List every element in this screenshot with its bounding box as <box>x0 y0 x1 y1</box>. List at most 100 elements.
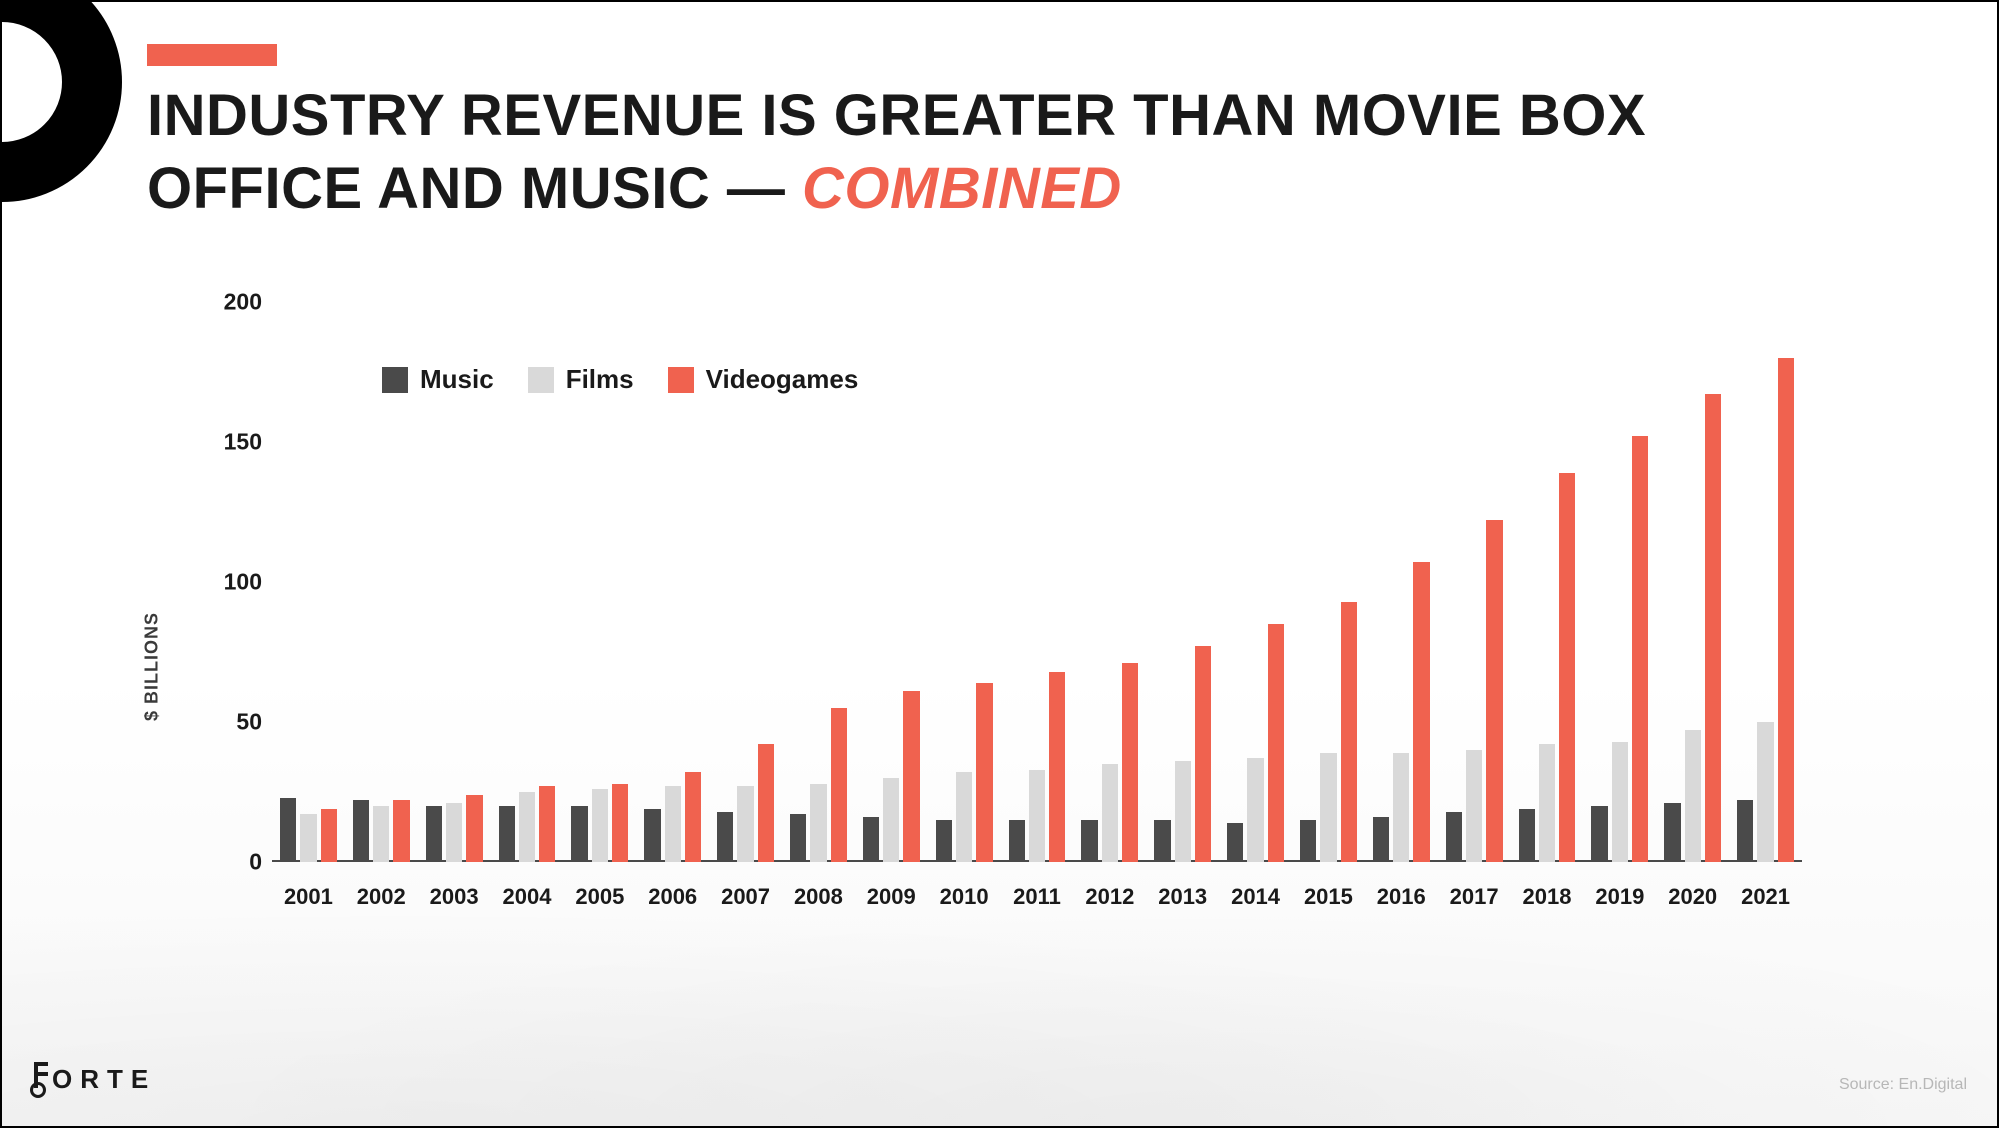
bar <box>1705 394 1721 862</box>
source-citation: Source: En.Digital <box>1839 1076 1967 1094</box>
legend-item: Films <box>528 364 634 395</box>
bar <box>1757 722 1773 862</box>
bar <box>1664 803 1680 862</box>
legend: Music Films Videogames <box>382 364 858 395</box>
bar <box>903 691 919 862</box>
x-tick-label: 2011 <box>1013 884 1061 910</box>
y-axis-label: $ BILLIONS <box>142 612 163 721</box>
title-block: INDUSTRY REVENUE IS GREATER THAN MOVIE B… <box>147 80 1917 225</box>
y-tick-label: 50 <box>202 709 262 736</box>
x-tick-label: 2009 <box>867 884 916 910</box>
x-tick-label: 2019 <box>1595 884 1644 910</box>
bar <box>883 778 899 862</box>
bar <box>373 806 389 862</box>
x-tick-label: 2021 <box>1741 884 1790 910</box>
bar <box>1778 358 1794 862</box>
bar <box>539 786 555 862</box>
x-tick-label: 2017 <box>1450 884 1499 910</box>
y-tick-label: 200 <box>202 289 262 316</box>
legend-item: Videogames <box>668 364 859 395</box>
slide-frame: INDUSTRY REVENUE IS GREATER THAN MOVIE B… <box>0 0 1999 1128</box>
x-tick-label: 2010 <box>940 884 989 910</box>
x-tick-label: 2018 <box>1523 884 1572 910</box>
bar <box>1122 663 1138 862</box>
bar <box>737 786 753 862</box>
bar <box>1685 730 1701 862</box>
title-line-2a: OFFICE AND MUSIC — <box>147 156 802 221</box>
slide-title: INDUSTRY REVENUE IS GREATER THAN MOVIE B… <box>147 80 1917 225</box>
title-line-1: INDUSTRY REVENUE IS GREATER THAN MOVIE B… <box>147 83 1646 148</box>
bar <box>353 800 369 862</box>
forte-logo-f-icon <box>28 1062 46 1096</box>
x-tick-label: 2003 <box>430 884 479 910</box>
x-tick-label: 2002 <box>357 884 406 910</box>
bar <box>446 803 462 862</box>
y-tick-label: 150 <box>202 429 262 456</box>
x-tick-label: 2001 <box>284 884 333 910</box>
bar <box>717 812 733 862</box>
bar <box>1320 753 1336 862</box>
legend-label: Music <box>420 364 494 395</box>
bar <box>592 789 608 862</box>
bar <box>1009 820 1025 862</box>
bar <box>1539 744 1555 862</box>
bar <box>863 817 879 862</box>
bar <box>1466 750 1482 862</box>
x-tick-label: 2016 <box>1377 884 1426 910</box>
bar <box>1175 761 1191 862</box>
x-tick-label: 2012 <box>1085 884 1134 910</box>
bar <box>685 772 701 862</box>
bar <box>1413 562 1429 862</box>
bar <box>1591 806 1607 862</box>
bar <box>519 792 535 862</box>
bar <box>1632 436 1648 862</box>
x-tick-label: 2004 <box>503 884 552 910</box>
bar <box>1519 809 1535 862</box>
bar <box>976 683 992 862</box>
bar <box>1247 758 1263 862</box>
bar <box>426 806 442 862</box>
bar <box>300 814 316 862</box>
bar <box>831 708 847 862</box>
y-tick-label: 100 <box>202 569 262 596</box>
x-axis-labels: 2001200220032004200520062007200820092010… <box>272 872 1802 922</box>
bar <box>644 809 660 862</box>
bar <box>1373 817 1389 862</box>
bar <box>1081 820 1097 862</box>
legend-swatch-icon <box>382 367 408 393</box>
y-tick-label: 0 <box>202 849 262 876</box>
legend-swatch-icon <box>528 367 554 393</box>
bar <box>1195 646 1211 862</box>
forte-logo: ORTE <box>28 1062 156 1096</box>
bar <box>1559 473 1575 862</box>
bar <box>1049 672 1065 862</box>
bar <box>1486 520 1502 862</box>
x-tick-label: 2013 <box>1158 884 1207 910</box>
title-emphasis: COMBINED <box>802 156 1122 221</box>
bar <box>1393 753 1409 862</box>
x-tick-label: 2014 <box>1231 884 1280 910</box>
chart-container: $ BILLIONS 050100150200 MusicFilmsVideog… <box>162 302 1802 922</box>
x-tick-label: 2007 <box>721 884 770 910</box>
title-accent-bar <box>147 44 277 66</box>
x-tick-label: 2005 <box>575 884 624 910</box>
x-tick-label: 2008 <box>794 884 843 910</box>
bar <box>321 809 337 862</box>
bar <box>1341 602 1357 862</box>
bar <box>1154 820 1170 862</box>
legend-swatch-icon <box>668 367 694 393</box>
bar <box>665 786 681 862</box>
bar <box>1029 770 1045 862</box>
plot-area: 050100150200 MusicFilmsVideogames <box>272 302 1802 862</box>
bar <box>612 784 628 862</box>
forte-logo-text: ORTE <box>52 1064 156 1095</box>
x-tick-label: 2015 <box>1304 884 1353 910</box>
legend-label: Videogames <box>706 364 859 395</box>
bar <box>1446 812 1462 862</box>
bar <box>758 744 774 862</box>
bar <box>1300 820 1316 862</box>
bar <box>790 814 806 862</box>
bar <box>571 806 587 862</box>
bar <box>466 795 482 862</box>
bar <box>1268 624 1284 862</box>
